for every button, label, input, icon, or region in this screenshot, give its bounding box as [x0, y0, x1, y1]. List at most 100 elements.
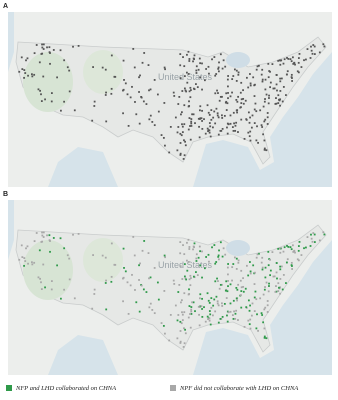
location-dot	[182, 244, 184, 247]
location-dot	[207, 299, 210, 302]
location-dot	[46, 234, 48, 237]
location-dot	[73, 109, 76, 112]
location-dot	[277, 94, 280, 97]
location-dot	[189, 96, 192, 99]
location-dot	[182, 346, 185, 348]
location-dot	[247, 299, 250, 302]
location-dot	[261, 266, 264, 269]
location-dot	[184, 277, 187, 280]
location-dot	[180, 299, 183, 302]
location-dot	[201, 276, 203, 279]
location-dot	[39, 89, 41, 92]
location-dot	[208, 317, 211, 320]
location-dot	[164, 332, 166, 335]
location-dot	[218, 287, 221, 290]
location-dot	[251, 302, 254, 305]
location-dot	[245, 118, 248, 121]
location-dot	[104, 282, 107, 284]
location-dot	[183, 75, 186, 78]
location-dot	[201, 250, 203, 253]
location-dot	[205, 68, 208, 70]
location-dot	[183, 87, 186, 90]
location-dot	[269, 274, 272, 277]
location-dot	[42, 48, 45, 50]
location-dot	[217, 258, 220, 261]
location-dot	[217, 70, 220, 73]
legend-label: NFP and LHD collaborated on CHNA	[15, 385, 116, 392]
location-dot	[168, 151, 171, 154]
location-dot	[126, 281, 129, 284]
location-dot	[275, 83, 278, 86]
location-dot	[131, 85, 133, 88]
location-dot	[93, 293, 96, 295]
location-dot	[225, 92, 228, 95]
location-dot	[248, 121, 251, 124]
location-dot	[256, 65, 259, 68]
location-dot	[235, 268, 238, 270]
location-dot	[33, 52, 36, 55]
location-dot	[20, 244, 23, 247]
location-dot	[33, 73, 36, 76]
location-dot	[266, 123, 269, 125]
location-dot	[215, 73, 218, 75]
location-dot	[40, 93, 42, 96]
location-dot	[217, 92, 219, 94]
location-dot	[199, 305, 202, 308]
panel-label: B	[3, 191, 8, 198]
location-dot	[297, 61, 300, 64]
location-dot	[229, 283, 232, 286]
location-dot	[190, 313, 193, 315]
location-dot	[56, 264, 59, 267]
location-dot	[214, 310, 217, 313]
location-dot	[122, 300, 124, 303]
location-dot	[199, 76, 202, 79]
location-dot	[268, 285, 270, 287]
location-dot	[38, 249, 41, 252]
location-dot	[68, 278, 71, 281]
location-dot	[282, 274, 285, 276]
location-dot	[217, 254, 220, 257]
legend-swatch	[170, 385, 176, 391]
location-dot	[217, 116, 220, 119]
location-dot	[114, 75, 117, 78]
location-dot	[273, 87, 276, 90]
location-dot	[226, 290, 229, 293]
location-dot	[190, 306, 193, 308]
location-dot	[209, 135, 212, 138]
location-dot	[221, 127, 224, 130]
location-dot	[181, 311, 183, 314]
lake	[226, 240, 250, 256]
location-dot	[200, 117, 203, 120]
location-dot	[242, 97, 245, 100]
location-dot	[129, 284, 132, 287]
location-dot	[227, 97, 229, 100]
location-dot	[210, 109, 213, 111]
location-dot	[279, 98, 282, 101]
location-dot	[164, 68, 166, 71]
location-dot	[207, 65, 210, 68]
location-dot	[279, 251, 282, 254]
location-dot	[183, 123, 186, 126]
location-dot	[264, 78, 267, 81]
location-dot	[169, 126, 172, 128]
panel-label: A	[3, 3, 8, 10]
location-dot	[184, 89, 187, 92]
location-dot	[176, 149, 179, 152]
location-dot	[198, 125, 200, 128]
location-dot	[254, 102, 257, 105]
location-dot	[235, 80, 238, 82]
location-dot	[189, 326, 192, 329]
location-dot	[143, 240, 146, 242]
location-dot	[226, 314, 228, 317]
location-dot	[265, 149, 268, 152]
location-dot	[227, 311, 230, 314]
location-dot	[123, 79, 125, 81]
location-dot	[275, 285, 277, 287]
location-dot	[183, 65, 186, 68]
location-dot	[311, 240, 314, 243]
location-dot	[240, 118, 243, 121]
location-dot	[269, 269, 272, 272]
location-dot	[49, 250, 51, 253]
location-dot	[40, 100, 43, 102]
location-dot	[247, 274, 250, 277]
